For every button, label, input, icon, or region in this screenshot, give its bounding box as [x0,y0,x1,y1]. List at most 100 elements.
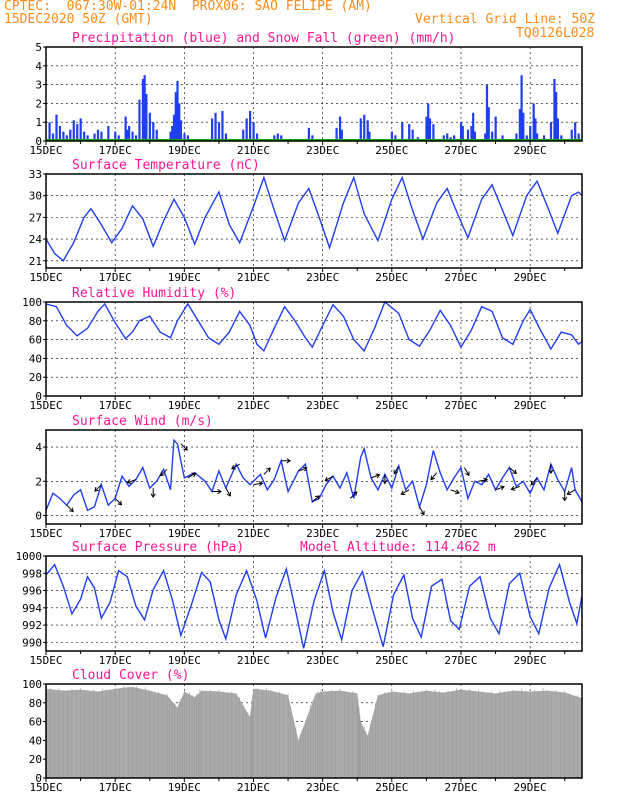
precip-bar [466,129,470,141]
y-tick-label: 40 [29,352,42,365]
precip-bar [338,116,342,141]
precip-bar [390,131,394,141]
panel-frame [45,301,583,397]
y-tick-label: 5 [35,41,42,54]
precip-bar [525,135,528,141]
precip-bar [126,129,129,141]
precip-bar [515,133,518,141]
x-tick-label: 17DEC [99,527,132,540]
x-tick-label: 17DEC [99,781,132,794]
y-tick-label: 0 [35,509,42,522]
precip-bar [171,125,174,141]
header-model-code: TQ0126L028 [516,26,595,41]
precip-bar [520,75,523,141]
precip-bar [363,114,366,141]
wind-arrow-head [94,487,99,492]
precip-bar [145,94,148,141]
x-tick-label: 15DEC [29,271,62,284]
precip-bar [280,135,283,141]
precip-bar [114,131,117,141]
y-tick-label: 4 [35,441,42,454]
wind-arrow [509,467,517,474]
x-tick-label: 25DEC [375,781,408,794]
wind-arrow-head [465,471,470,477]
precip-bar [245,118,248,141]
y-tick-label: 2 [35,97,42,110]
precip-bar [210,118,214,141]
precip-bar [55,114,58,141]
precip-bar [574,122,577,141]
series-line [45,438,583,512]
precip-bar [143,75,146,141]
x-tick-label: 17DEC [99,271,132,284]
y-tick-label: 0 [35,772,42,785]
wind-arrow-head [150,493,156,499]
wind-arrow-head [352,491,358,497]
x-tick-label: 15DEC [29,527,62,540]
precip-bar [249,110,252,141]
precip-bar [560,135,563,141]
wind-arrow-head [117,500,123,506]
precip-bar [186,135,189,141]
wind-arrow-head [455,489,460,495]
series-line [45,175,583,262]
y-tick-label: 990 [22,636,42,649]
wind-arrow-head [315,495,320,500]
panel-title: Surface Wind (m/s) [72,414,213,429]
x-tick-label: 23DEC [306,399,339,412]
precip-bar [532,103,535,141]
x-tick-label: 17DEC [99,144,132,157]
precip-bar [51,133,55,141]
x-tick-label: 19DEC [168,781,201,794]
x-tick-label: 17DEC [99,654,132,667]
series-line [45,300,583,353]
x-tick-label: 21DEC [237,781,270,794]
y-tick-label: 20 [29,753,42,766]
wind-arrow [114,498,122,506]
precip-bar [366,120,369,141]
precip-bar [69,129,72,141]
y-tick-label: 2 [35,475,42,488]
wind-arrow-head [512,469,517,474]
wind-arrow [187,472,196,479]
wind-arrow-head [217,488,222,495]
wind-arrow [127,479,137,484]
precip-bar [432,124,435,141]
precip-bar [542,135,546,141]
y-tick-label: 30 [29,190,42,203]
wind-arrow [66,504,74,512]
precip-bar [556,118,559,141]
x-tick-label: 19DEC [168,527,201,540]
precip-bar [470,125,473,141]
precip-bar [83,131,86,141]
wind-arrow-head [69,507,74,513]
precip-bar [425,116,428,141]
panel-title: Relative Humidity (%) [72,286,236,301]
wind-arrow-head [420,510,425,516]
x-tick-label: 15DEC [29,144,62,157]
wind-arrow [478,479,488,482]
precip-bar [76,124,79,141]
wind-arrow [450,489,460,494]
wind-arrow-head [562,496,568,502]
precip-bar [96,129,100,141]
precip-bar [72,120,75,141]
wind-arrow [180,443,188,451]
y-tick-label: 4 [35,60,42,73]
precip-bar [178,103,181,141]
precip-bar [359,118,362,141]
wind-arrow-head [226,491,231,497]
x-tick-label: 17DEC [99,399,132,412]
precip-bar [174,92,177,141]
wind-arrow-head [183,446,188,451]
y-tick-label: 100 [22,296,42,309]
precip-bar [117,135,120,141]
precip-bar [138,99,141,141]
x-tick-label: 19DEC [168,399,201,412]
wind-arrow-head [266,467,271,473]
y-tick-label: 80 [29,697,42,710]
wind-arrow [530,477,538,486]
precip-bar [473,131,476,141]
precip-bar [169,131,172,141]
wind-arrow-head [530,480,536,486]
